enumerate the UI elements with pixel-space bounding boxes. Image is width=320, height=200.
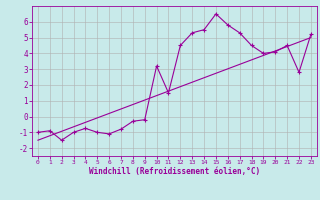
X-axis label: Windchill (Refroidissement éolien,°C): Windchill (Refroidissement éolien,°C) bbox=[89, 167, 260, 176]
